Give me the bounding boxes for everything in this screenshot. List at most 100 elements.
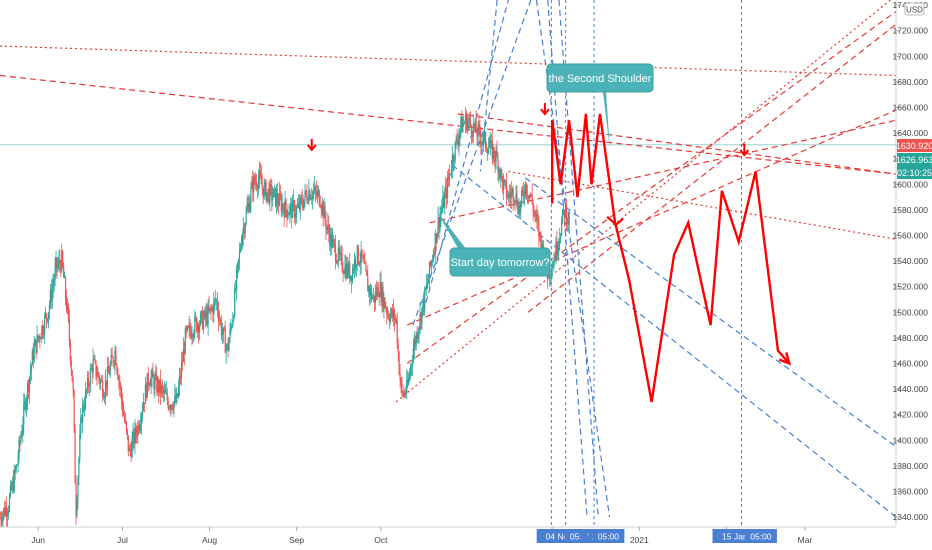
candle-body xyxy=(162,388,165,393)
red-dashed-trendline[interactable] xyxy=(407,109,897,326)
candle-up xyxy=(313,182,315,201)
candle-up xyxy=(434,229,436,266)
candle-body xyxy=(433,254,435,255)
candle-up xyxy=(372,287,375,303)
time-tick-label: Mar xyxy=(798,535,813,545)
candle-body xyxy=(196,318,198,332)
candle-down xyxy=(502,175,504,194)
candle-body xyxy=(429,261,432,266)
candle-body xyxy=(361,249,363,257)
candle-down xyxy=(465,110,468,133)
candle-body xyxy=(328,224,330,234)
candle-up xyxy=(182,337,185,363)
candle-body xyxy=(471,134,473,137)
candle-down xyxy=(248,196,250,213)
candle-up xyxy=(48,300,51,319)
candle-body xyxy=(335,260,338,263)
candle-up xyxy=(163,380,166,402)
candle-body xyxy=(1,520,3,523)
red-dashed-trendline[interactable] xyxy=(0,74,897,175)
candle-down xyxy=(556,230,558,262)
red-dashed-trendline[interactable] xyxy=(527,23,897,313)
candle-body xyxy=(374,291,376,303)
candle-body xyxy=(119,380,121,387)
candle-body xyxy=(113,362,115,364)
candle-body xyxy=(131,440,133,458)
blue-dashed-trendline[interactable] xyxy=(547,0,588,518)
blue-dashed-trendline[interactable] xyxy=(451,164,897,518)
red-dotted-trendline[interactable] xyxy=(395,0,891,403)
price-axis-panel[interactable] xyxy=(896,0,932,525)
candle-body xyxy=(559,238,561,242)
candle-body xyxy=(556,240,558,254)
candle-down xyxy=(67,302,70,324)
red-dashed-trendline[interactable] xyxy=(406,11,897,364)
candle-down xyxy=(370,284,373,303)
candle-body xyxy=(515,193,517,202)
candle-up xyxy=(151,367,153,388)
candle-body xyxy=(313,191,315,193)
red-dashed-trendline[interactable] xyxy=(457,113,897,175)
candle-up xyxy=(295,204,298,224)
candle-down xyxy=(116,363,118,375)
candle-up xyxy=(464,120,466,125)
candle-body xyxy=(24,401,26,404)
projection-path[interactable] xyxy=(551,113,791,403)
blue-dashed-trendline[interactable] xyxy=(412,0,509,351)
candle-down xyxy=(25,397,27,414)
candle-body xyxy=(246,207,248,212)
candle-up xyxy=(8,492,11,512)
candle-up xyxy=(213,291,215,324)
candle-body xyxy=(516,193,518,207)
candle-up xyxy=(418,326,420,345)
candle-body xyxy=(404,392,406,395)
candle-body xyxy=(554,259,556,261)
candle-body xyxy=(505,181,508,198)
candle-body xyxy=(203,310,205,319)
callout-start-day-box xyxy=(449,247,551,277)
candle-body xyxy=(363,257,365,264)
callout-start-day[interactable]: Start day tomorrow? xyxy=(436,210,551,277)
candle-down xyxy=(469,111,471,127)
candle-down xyxy=(75,474,77,525)
time-axis-panel[interactable] xyxy=(0,527,932,550)
candle-body xyxy=(110,355,112,365)
candle-body xyxy=(191,335,193,338)
blue-dashed-trendline[interactable] xyxy=(412,0,532,326)
candle-down xyxy=(235,279,237,293)
candle-body xyxy=(69,340,71,361)
candle-down xyxy=(117,367,119,381)
candle-body xyxy=(357,245,359,263)
blue-dashed-trendline[interactable] xyxy=(558,0,599,518)
candle-up xyxy=(29,361,32,385)
candle-body xyxy=(452,154,454,162)
candle-body xyxy=(192,335,194,337)
candle-up xyxy=(327,212,329,234)
blue-dashed-trendline[interactable] xyxy=(524,177,897,448)
candle-body xyxy=(269,184,271,203)
candle-body xyxy=(513,200,515,202)
candle-body xyxy=(251,180,253,189)
callout-second-shoulder[interactable]: the Second Shoulder xyxy=(546,63,654,150)
candle-body xyxy=(370,288,373,299)
candle-up xyxy=(263,177,265,200)
candle-up xyxy=(567,210,569,231)
projection[interactable] xyxy=(551,113,792,403)
candle-down xyxy=(393,308,395,332)
candle-up xyxy=(146,373,148,398)
candle-up xyxy=(255,172,257,190)
candle-body xyxy=(459,129,461,137)
currency-badge[interactable] xyxy=(904,2,925,16)
candle-body xyxy=(231,326,233,328)
blue-dashed-trendline[interactable] xyxy=(535,0,611,518)
candle-body xyxy=(128,448,130,452)
candle-up xyxy=(142,393,145,412)
candle-down xyxy=(223,325,225,332)
candle-body xyxy=(60,264,62,272)
candle-body xyxy=(354,259,357,268)
candle-up xyxy=(24,393,26,411)
candle-body xyxy=(0,517,1,518)
candle-up xyxy=(337,240,339,269)
